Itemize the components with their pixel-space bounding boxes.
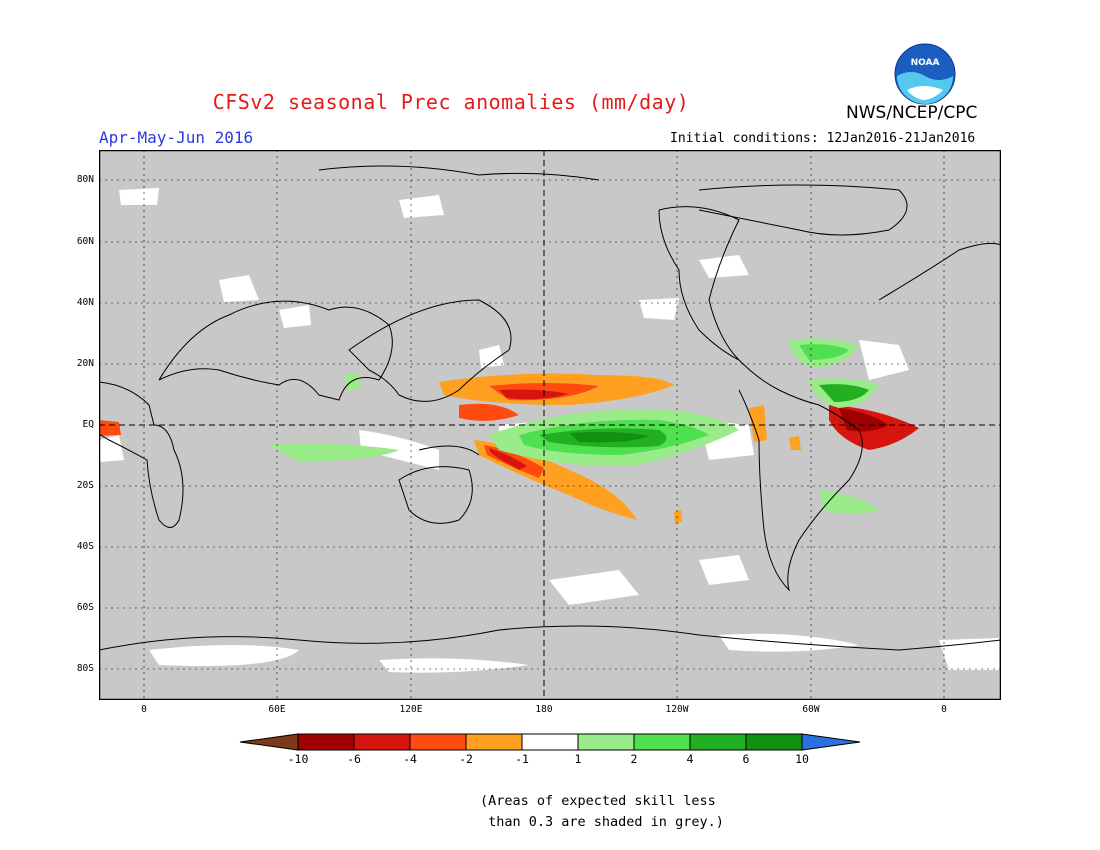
legend-arrow-high (801, 733, 861, 751)
legend-swatch (745, 733, 803, 751)
coastlines (99, 165, 1001, 651)
noaa-logo: NOAA (893, 42, 957, 110)
lon-tick-0-east: 0 (941, 704, 947, 715)
lat-tick-60s: 60S (76, 602, 94, 613)
dry-anomalies (99, 373, 919, 524)
lat-tick-80n: 80N (76, 174, 94, 185)
lon-tick-120w: 120W (665, 704, 689, 715)
lat-tick-20s: 20S (76, 480, 94, 491)
lon-tick-120e: 120E (399, 704, 423, 715)
wet-anomalies (269, 338, 879, 514)
lat-tick-80s: 80S (76, 663, 94, 674)
map-title: CFSv2 seasonal Prec anomalies (mm/day) (212, 90, 690, 114)
lat-tick-60n: 60N (76, 236, 94, 247)
lon-tick-60e: 60E (268, 704, 286, 715)
lon-tick-180: 180 (535, 704, 553, 715)
equator-dateline (99, 150, 1001, 700)
legend-label: 4 (686, 752, 694, 766)
legend-label: -2 (459, 752, 473, 766)
legend-label: -6 (347, 752, 361, 766)
legend-swatch (689, 733, 747, 751)
legend-swatch (465, 733, 523, 751)
legend-arrow-low (239, 733, 299, 751)
lat-tick-40s: 40S (76, 541, 94, 552)
forecast-period: Apr-May-Jun 2016 (99, 128, 254, 147)
graticule (99, 150, 1001, 700)
legend-colorbar (239, 733, 861, 751)
legend-swatch (353, 733, 411, 751)
legend-label: 10 (795, 752, 809, 766)
legend-swatch (577, 733, 635, 751)
legend-label: 1 (574, 752, 582, 766)
legend-label: 2 (630, 752, 638, 766)
map-border (99, 150, 1001, 700)
lat-tick-20n: 20N (76, 358, 94, 369)
legend-label: 6 (742, 752, 750, 766)
noaa-logo-text: NOAA (911, 58, 940, 68)
legend-swatch (409, 733, 467, 751)
skill-note: (Areas of expected skill less than 0.3 a… (480, 793, 724, 830)
legend-label: -1 (515, 752, 529, 766)
lon-tick-60w: 60W (802, 704, 820, 715)
lon-tick-0: 0 (141, 704, 147, 715)
lat-tick-40n: 40N (76, 297, 94, 308)
legend-label: -4 (403, 752, 417, 766)
legend-swatch (633, 733, 691, 751)
precip-anomaly-map (99, 150, 1001, 700)
initial-conditions: Initial conditions: 12Jan2016-21Jan2016 (670, 131, 976, 146)
lat-tick-eq: EQ (82, 419, 94, 430)
agency-label: NWS/NCEP/CPC (846, 103, 978, 123)
legend-swatch (521, 733, 579, 751)
legend-label: -10 (287, 752, 309, 766)
legend-swatch (297, 733, 355, 751)
